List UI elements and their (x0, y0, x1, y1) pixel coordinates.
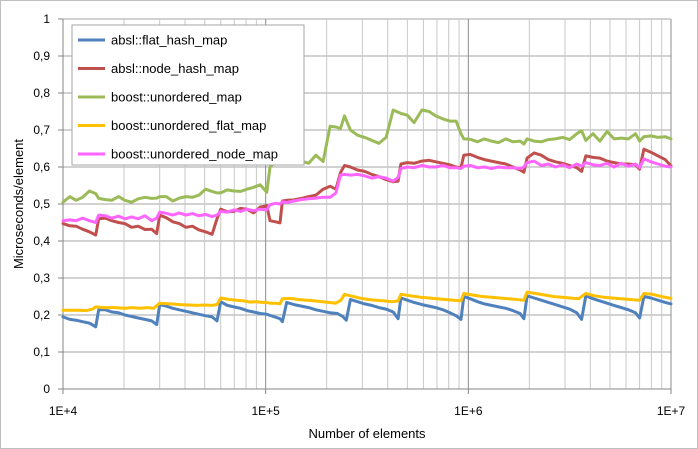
y-tick-label: 0,3 (33, 271, 50, 285)
x-tick-label: 1E+7 (657, 404, 686, 418)
y-tick-label: 0,5 (33, 197, 50, 211)
y-tick-label: 0,7 (33, 123, 50, 137)
x-axis-title: Number of elements (308, 426, 426, 441)
y-tick-label: 1 (43, 12, 50, 26)
legend-label: boost::unordered_node_map (111, 147, 278, 162)
y-tick-label: 0,8 (33, 86, 50, 100)
y-tick-label: 0,1 (33, 345, 50, 359)
y-tick-labels: 0 0,1 0,2 0,3 0,4 0,5 0,6 0,7 0,8 0,9 1 (33, 12, 63, 396)
series-line-1 (61, 147, 673, 237)
legend-label: absl::flat_hash_map (111, 33, 227, 48)
x-tick-labels: 1E+4 1E+5 1E+6 1E+7 (49, 389, 686, 418)
x-tick-label: 1E+4 (49, 404, 78, 418)
series-line-4 (61, 157, 673, 224)
y-tick-label: 0,2 (33, 308, 50, 322)
series-lines (61, 108, 673, 329)
legend-label: boost::unordered_flat_map (111, 118, 266, 133)
y-axis-title: Microseconds/element (11, 139, 26, 269)
series-line-2 (61, 108, 673, 204)
y-tick-label: 0,4 (33, 234, 50, 248)
legend-label: absl::node_hash_map (111, 61, 239, 76)
legend-box (71, 24, 305, 166)
y-tick-label: 0 (43, 382, 50, 396)
legend-label: boost::unordered_map (111, 90, 242, 105)
series-line-0 (61, 294, 673, 329)
legend: absl::flat_hash_mapabsl::node_hash_mapbo… (71, 24, 305, 166)
y-tick-label: 0,6 (33, 160, 50, 174)
y-tick-label: 0,9 (33, 49, 50, 63)
x-tick-label: 1E+6 (454, 404, 483, 418)
x-tick-label: 1E+5 (251, 404, 280, 418)
series-line-3 (61, 290, 673, 313)
